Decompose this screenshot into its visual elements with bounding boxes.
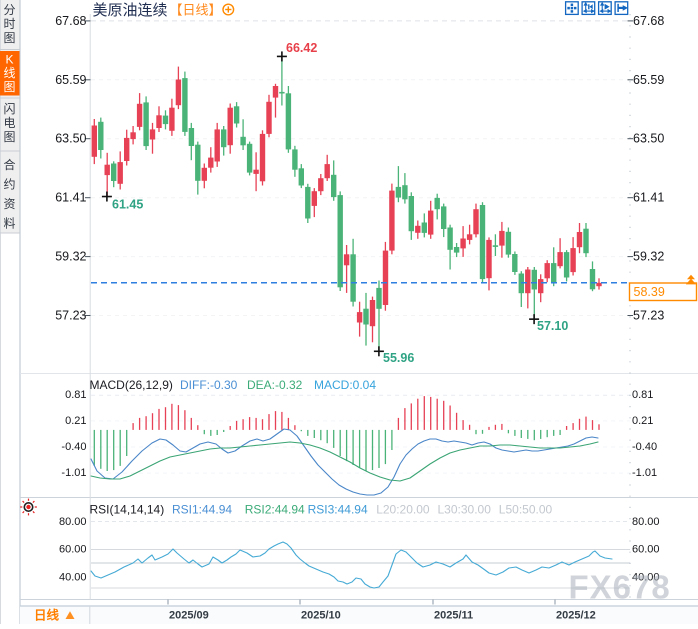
svg-text:61.41: 61.41 (633, 191, 664, 205)
svg-text:DEA:-0.32: DEA:-0.32 (247, 378, 303, 392)
svg-text:合: 合 (3, 157, 15, 172)
svg-text:RSI2:44.94: RSI2:44.94 (245, 503, 305, 517)
svg-text:FX678: FX678 (569, 569, 671, 606)
svg-text:-1.01: -1.01 (632, 467, 657, 479)
svg-text:59.32: 59.32 (55, 250, 86, 264)
svg-text:K: K (5, 53, 13, 67)
svg-text:线: 线 (3, 66, 15, 80)
svg-text:59.32: 59.32 (633, 250, 664, 264)
svg-text:67.68: 67.68 (55, 14, 86, 28)
svg-text:57.23: 57.23 (55, 309, 86, 323)
svg-text:0.21: 0.21 (65, 415, 86, 427)
svg-text:0.81: 0.81 (65, 389, 86, 401)
svg-text:60.00: 60.00 (632, 544, 660, 556)
svg-text:MACD(26,12,9): MACD(26,12,9) (90, 378, 173, 392)
svg-text:图: 图 (3, 130, 15, 144)
svg-text:2025/10: 2025/10 (301, 610, 341, 622)
svg-text:63.50: 63.50 (55, 132, 86, 146)
svg-text:-1.01: -1.01 (61, 467, 86, 479)
svg-text:65.59: 65.59 (633, 73, 664, 87)
svg-text:57.10: 57.10 (537, 319, 568, 333)
svg-text:60.00: 60.00 (59, 544, 87, 556)
svg-text:0.81: 0.81 (632, 389, 653, 401)
svg-text:L20:20.00: L20:20.00 (376, 503, 430, 517)
svg-text:-0.40: -0.40 (632, 441, 657, 453)
svg-text:L50:50.00: L50:50.00 (499, 503, 553, 517)
svg-text:图: 图 (3, 80, 15, 94)
svg-text:61.45: 61.45 (112, 198, 143, 212)
svg-text:L30:30.00: L30:30.00 (438, 503, 492, 517)
svg-text:电: 电 (3, 116, 15, 130)
svg-text:80.00: 80.00 (59, 516, 87, 528)
svg-text:57.23: 57.23 (633, 309, 664, 323)
svg-text:40.00: 40.00 (59, 571, 87, 583)
svg-text:【日线】: 【日线】 (170, 3, 222, 18)
svg-text:料: 料 (3, 217, 15, 231)
svg-text:67.68: 67.68 (633, 14, 664, 28)
svg-text:40.00: 40.00 (632, 571, 660, 583)
svg-text:DIFF:-0.30: DIFF:-0.30 (180, 378, 238, 392)
svg-text:0.21: 0.21 (632, 415, 653, 427)
svg-text:图: 图 (3, 31, 15, 45)
svg-text:RSI(14,14,14): RSI(14,14,14) (90, 503, 165, 517)
svg-text:日线: 日线 (34, 608, 60, 623)
svg-text:65.59: 65.59 (55, 73, 86, 87)
svg-text:80.00: 80.00 (632, 516, 660, 528)
svg-text:61.41: 61.41 (55, 191, 86, 205)
svg-text:RSI3:44.94: RSI3:44.94 (308, 503, 368, 517)
svg-text:分: 分 (3, 3, 15, 17)
svg-text:2025/09: 2025/09 (169, 610, 209, 622)
svg-text:-0.40: -0.40 (61, 441, 86, 453)
svg-text:MACD:0.04: MACD:0.04 (314, 378, 376, 392)
svg-text:63.50: 63.50 (633, 132, 664, 146)
svg-text:2025/12: 2025/12 (556, 610, 596, 622)
svg-text:66.42: 66.42 (286, 41, 317, 55)
svg-text:资: 资 (3, 197, 15, 211)
svg-text:闪: 闪 (3, 102, 15, 116)
svg-text:58.39: 58.39 (634, 285, 665, 299)
svg-text:RSI1:44.94: RSI1:44.94 (172, 503, 232, 517)
svg-text:55.96: 55.96 (383, 351, 414, 365)
svg-text:时: 时 (3, 17, 15, 31)
svg-text:约: 约 (3, 177, 15, 192)
svg-text:2025/11: 2025/11 (434, 610, 473, 622)
svg-text:美原油连续: 美原油连续 (93, 2, 168, 19)
